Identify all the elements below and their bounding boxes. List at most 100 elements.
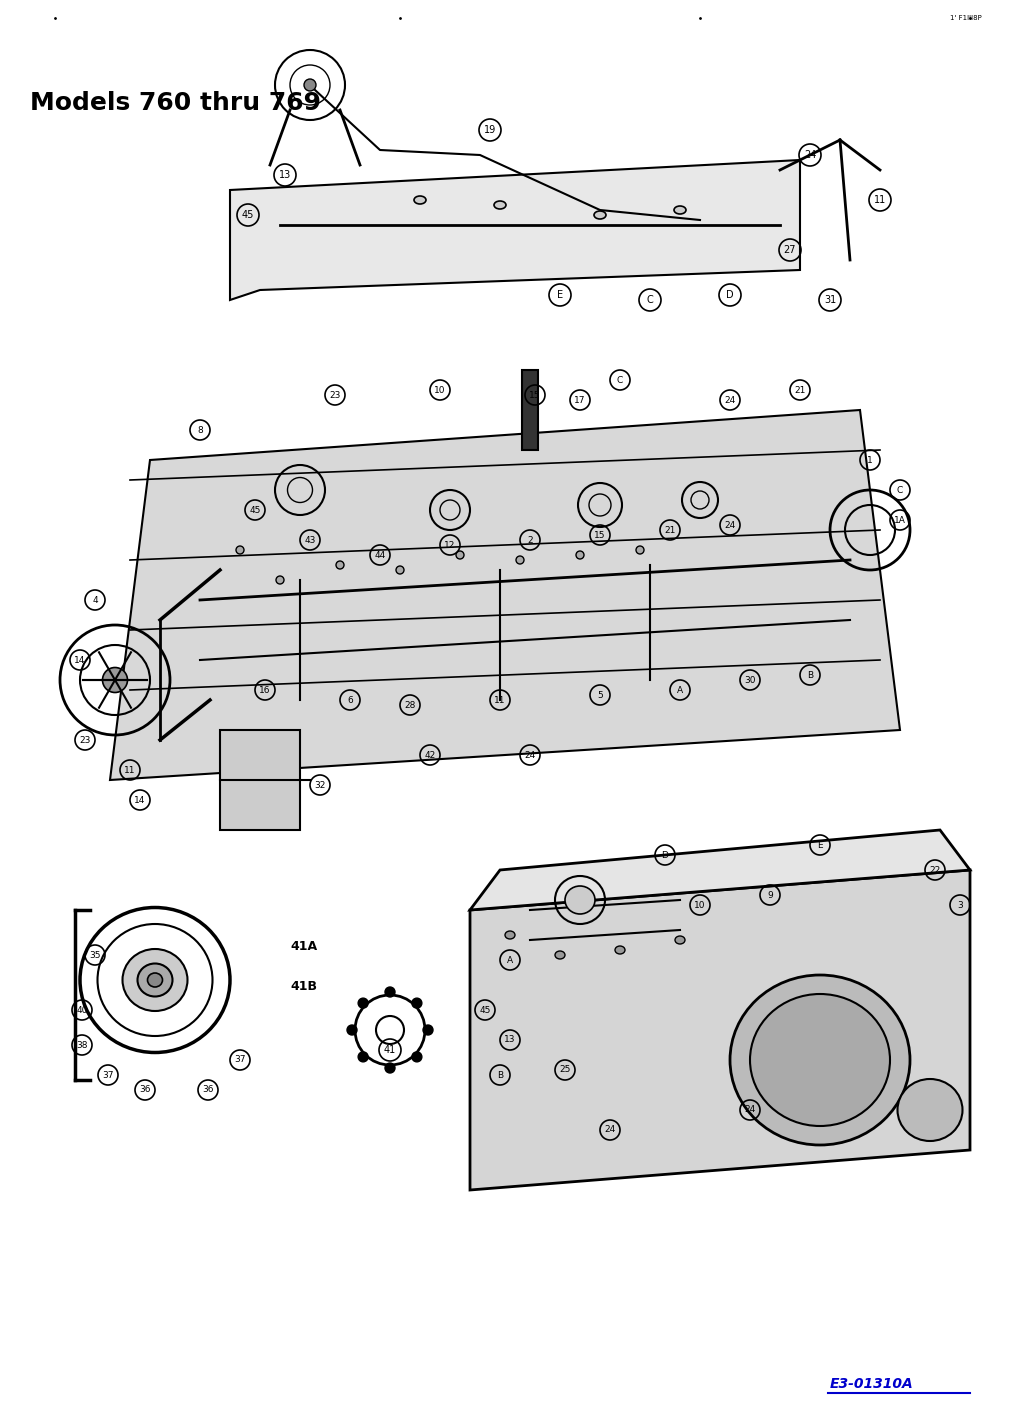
Ellipse shape <box>576 551 584 558</box>
Ellipse shape <box>456 551 464 558</box>
Text: 24: 24 <box>804 150 816 160</box>
Text: 41: 41 <box>384 1045 396 1055</box>
Text: 3: 3 <box>957 901 963 909</box>
Ellipse shape <box>396 565 404 574</box>
Text: C: C <box>897 485 903 494</box>
Text: 25: 25 <box>559 1065 571 1075</box>
Text: 24: 24 <box>724 396 736 404</box>
Text: D: D <box>727 290 734 300</box>
Text: 9: 9 <box>767 891 773 899</box>
Text: 4: 4 <box>92 595 98 605</box>
Text: 23: 23 <box>79 735 91 745</box>
Text: 38: 38 <box>76 1041 88 1049</box>
Text: 36: 36 <box>139 1086 151 1094</box>
Bar <box>220 730 300 831</box>
Polygon shape <box>110 410 900 780</box>
Ellipse shape <box>675 936 685 944</box>
Text: E3-01310A: E3-01310A <box>830 1376 913 1390</box>
Text: 13: 13 <box>505 1035 516 1044</box>
Ellipse shape <box>505 932 515 939</box>
Ellipse shape <box>358 1052 368 1062</box>
Ellipse shape <box>123 948 188 1012</box>
Text: C: C <box>617 376 623 384</box>
Text: 24: 24 <box>524 751 536 759</box>
Text: Models 760 thru 769: Models 760 thru 769 <box>30 91 321 115</box>
Text: 45: 45 <box>250 505 261 515</box>
Text: 40: 40 <box>76 1006 88 1014</box>
Text: 1' F1IIl8P: 1' F1IIl8P <box>950 15 981 21</box>
Text: 21: 21 <box>665 526 676 535</box>
Text: 36: 36 <box>202 1086 214 1094</box>
Ellipse shape <box>137 964 172 996</box>
Text: 1A: 1A <box>894 515 906 525</box>
Ellipse shape <box>636 546 644 554</box>
Text: 14: 14 <box>134 796 146 804</box>
Ellipse shape <box>414 196 426 203</box>
Text: 17: 17 <box>574 396 586 404</box>
Bar <box>522 370 538 450</box>
Ellipse shape <box>730 975 910 1145</box>
Text: A: A <box>677 686 683 694</box>
Ellipse shape <box>102 668 128 693</box>
Text: 11: 11 <box>874 195 886 205</box>
Text: 42: 42 <box>424 751 436 759</box>
Ellipse shape <box>555 951 565 960</box>
Ellipse shape <box>615 946 625 954</box>
Ellipse shape <box>412 1052 422 1062</box>
Polygon shape <box>470 870 970 1190</box>
Text: 24: 24 <box>724 521 736 529</box>
Ellipse shape <box>516 556 524 564</box>
Text: C: C <box>647 295 653 304</box>
Text: E: E <box>557 290 563 300</box>
Polygon shape <box>470 831 970 911</box>
Text: 41B: 41B <box>290 981 317 993</box>
Text: 37: 37 <box>102 1070 114 1079</box>
Ellipse shape <box>376 1016 404 1044</box>
Text: B: B <box>807 671 813 679</box>
Ellipse shape <box>358 998 368 1009</box>
Text: 32: 32 <box>315 780 326 790</box>
Text: 10: 10 <box>695 901 706 909</box>
Text: 30: 30 <box>744 675 755 685</box>
Text: 22: 22 <box>930 866 940 874</box>
Ellipse shape <box>494 201 506 209</box>
Text: 13: 13 <box>279 170 291 180</box>
Ellipse shape <box>236 546 244 554</box>
Text: 45: 45 <box>479 1006 490 1014</box>
Ellipse shape <box>385 986 395 998</box>
Text: 43: 43 <box>304 536 316 544</box>
Ellipse shape <box>898 1079 963 1141</box>
Text: 14: 14 <box>74 655 86 665</box>
Ellipse shape <box>565 887 595 913</box>
Ellipse shape <box>750 993 890 1127</box>
Ellipse shape <box>148 974 162 986</box>
Text: 45: 45 <box>241 210 254 220</box>
Text: 16: 16 <box>259 686 270 694</box>
Text: 37: 37 <box>234 1055 246 1065</box>
Text: 11: 11 <box>124 766 136 774</box>
Polygon shape <box>230 160 800 300</box>
Ellipse shape <box>674 206 686 215</box>
Text: B: B <box>497 1070 503 1079</box>
Text: 23: 23 <box>329 390 341 400</box>
Text: 6: 6 <box>347 696 353 704</box>
Text: A: A <box>507 955 513 964</box>
Text: D: D <box>662 850 669 860</box>
Ellipse shape <box>276 577 284 584</box>
Ellipse shape <box>347 1026 357 1035</box>
Text: 10: 10 <box>434 386 446 394</box>
Text: 8: 8 <box>197 425 203 435</box>
Ellipse shape <box>412 998 422 1009</box>
Text: 15: 15 <box>529 390 541 400</box>
Text: 19: 19 <box>484 125 496 135</box>
Text: 12: 12 <box>445 540 456 550</box>
Ellipse shape <box>304 79 316 91</box>
Text: 44: 44 <box>375 550 386 560</box>
Text: 21: 21 <box>795 386 806 394</box>
Text: 15: 15 <box>594 530 606 540</box>
Ellipse shape <box>385 1063 395 1073</box>
Ellipse shape <box>336 561 344 570</box>
Text: 11: 11 <box>494 696 506 704</box>
Ellipse shape <box>594 210 606 219</box>
Ellipse shape <box>423 1026 433 1035</box>
